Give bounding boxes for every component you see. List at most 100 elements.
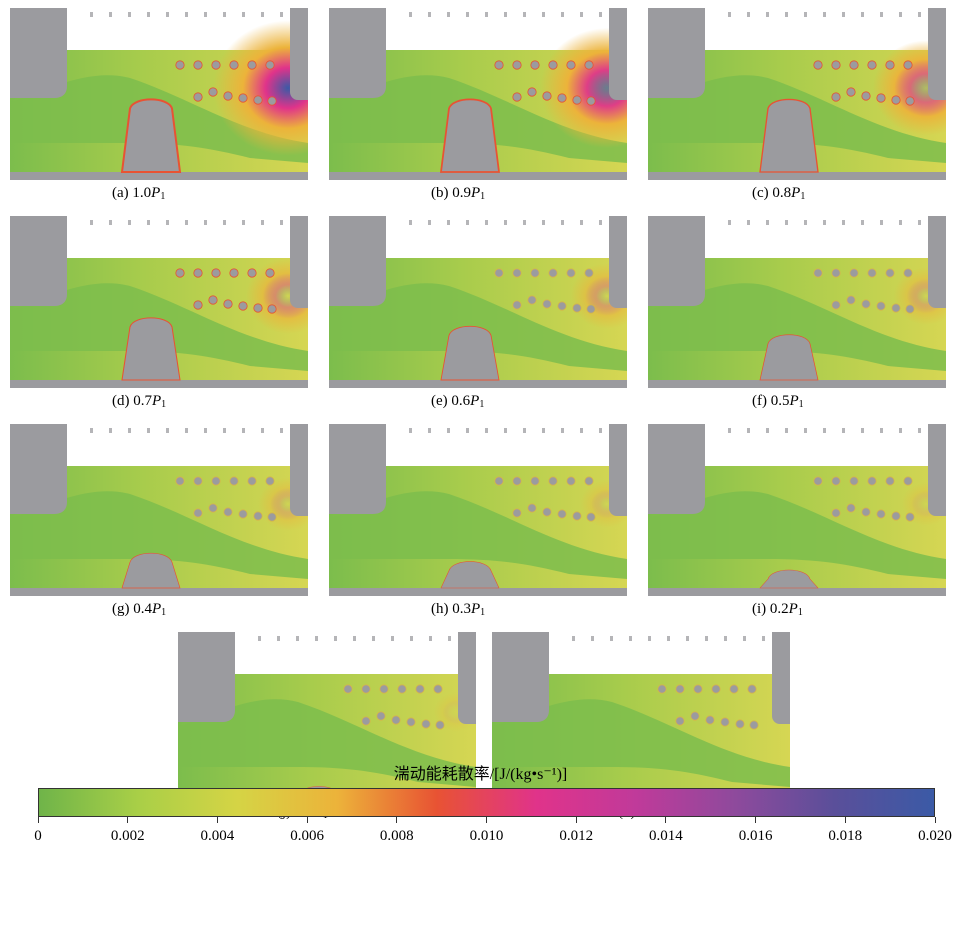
upper-tube <box>361 684 371 694</box>
upper-tube <box>247 268 257 278</box>
top-marker <box>280 428 283 433</box>
top-marker <box>580 428 583 433</box>
caption-h: (h) 0.3P1 <box>431 601 486 618</box>
top-marker <box>353 636 356 641</box>
upper-tube <box>657 684 667 694</box>
top-marker <box>523 428 526 433</box>
top-marker <box>728 12 731 17</box>
lower-tube <box>735 719 745 729</box>
upper-tube <box>175 268 185 278</box>
upper-tube <box>566 476 576 486</box>
top-marker <box>561 12 564 17</box>
lower-tube <box>193 92 203 102</box>
lower-tube <box>391 715 401 725</box>
upper-tube <box>265 476 275 486</box>
upper-tube <box>175 60 185 70</box>
top-marker <box>899 428 902 433</box>
colorbar-tick <box>755 817 757 823</box>
lower-tube <box>846 87 856 97</box>
top-marker <box>580 220 583 225</box>
panel-g <box>10 424 308 596</box>
lower-tube <box>512 300 522 310</box>
top-marker <box>128 428 131 433</box>
top-marker <box>261 428 264 433</box>
upper-tube <box>397 684 407 694</box>
colorbar-tick <box>934 817 936 823</box>
upper-tube <box>831 60 841 70</box>
caption-a: (a) 1.0P1 <box>112 185 166 202</box>
colorbar-tick <box>37 817 39 823</box>
lower-tube <box>223 91 233 101</box>
lower-tube <box>876 93 886 103</box>
lower-tube <box>891 95 901 105</box>
upper-tube <box>211 60 221 70</box>
top-marker <box>899 12 902 17</box>
left-wall <box>10 216 67 306</box>
top-marker <box>185 428 188 433</box>
top-marker <box>372 636 375 641</box>
upper-tube <box>849 476 859 486</box>
panel-k <box>492 632 790 804</box>
upper-tube <box>343 684 353 694</box>
upper-tube <box>229 60 239 70</box>
top-marker <box>296 636 299 641</box>
lower-tube <box>861 299 871 309</box>
upper-tube <box>885 60 895 70</box>
top-marker <box>762 636 765 641</box>
upper-tube <box>831 476 841 486</box>
upper-tube <box>415 684 425 694</box>
top-marker <box>747 220 750 225</box>
lower-tube <box>557 509 567 519</box>
upper-tube <box>512 60 522 70</box>
lower-tube <box>891 511 901 521</box>
top-marker <box>166 12 169 17</box>
top-marker <box>109 12 112 17</box>
lower-tube <box>238 93 248 103</box>
top-marker <box>610 636 613 641</box>
left-wall <box>648 216 705 306</box>
top-marker <box>542 12 545 17</box>
top-marker <box>542 220 545 225</box>
upper-tube <box>867 60 877 70</box>
floor <box>329 172 627 180</box>
panel-a <box>10 8 308 180</box>
top-marker <box>409 12 412 17</box>
panel-i <box>648 424 946 596</box>
lower-tube <box>905 512 915 522</box>
top-marker <box>842 220 845 225</box>
upper-tube <box>813 268 823 278</box>
lower-tube <box>421 719 431 729</box>
top-marker <box>109 220 112 225</box>
floor <box>329 380 627 388</box>
lower-tube <box>586 512 596 522</box>
lower-tube <box>435 720 445 730</box>
core-stream <box>10 491 308 579</box>
top-marker <box>277 636 280 641</box>
top-marker <box>204 12 207 17</box>
colorbar-tick <box>844 817 846 823</box>
colorbar-tick-label: 0.008 <box>379 828 414 844</box>
top-marker <box>485 220 488 225</box>
caption-e: (e) 0.6P1 <box>431 393 485 410</box>
top-marker <box>572 636 575 641</box>
top-marker <box>743 636 746 641</box>
top-marker <box>261 12 264 17</box>
top-marker <box>880 428 883 433</box>
upper-tube <box>265 60 275 70</box>
upper-tube <box>433 684 443 694</box>
core-stream <box>492 699 790 787</box>
left-wall <box>10 8 67 98</box>
upper-tube <box>849 268 859 278</box>
center-obstacle <box>121 552 181 589</box>
left-wall <box>329 216 386 306</box>
top-marker <box>842 428 845 433</box>
floor <box>10 380 308 388</box>
top-marker <box>223 428 226 433</box>
top-marker <box>466 12 469 17</box>
top-marker <box>785 428 788 433</box>
left-wall <box>329 424 386 514</box>
top-marker <box>804 12 807 17</box>
left-wall <box>10 424 67 514</box>
lower-tube <box>675 716 685 726</box>
left-wall <box>329 8 386 98</box>
